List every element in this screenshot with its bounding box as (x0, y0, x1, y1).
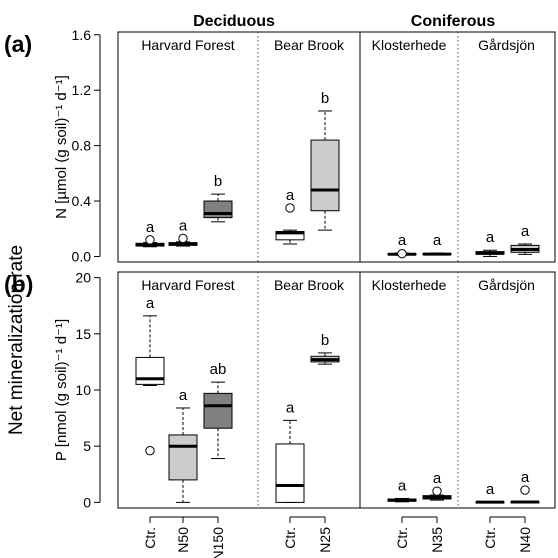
header-deciduous: Deciduous (193, 13, 275, 30)
outlier-point (285, 203, 295, 213)
panel-frame (117, 271, 556, 509)
site-label: Klosterhede (372, 277, 447, 293)
site-label: Harvard Forest (141, 277, 234, 293)
significance-letter: a (286, 399, 295, 416)
outlier-point (520, 485, 530, 495)
significance-letter: a (486, 481, 495, 498)
significance-letter: a (146, 295, 155, 312)
box-ctr: a (387, 477, 417, 503)
site-label: Klosterhede (372, 37, 447, 53)
box-ctr: a (475, 229, 505, 257)
y-tick-label: 0 (83, 494, 91, 510)
outlier-point (397, 248, 407, 259)
box-ctr: a (387, 232, 417, 259)
outlier-point (432, 486, 442, 496)
outlier-point (145, 235, 155, 245)
x-tick-label: N50 (175, 527, 191, 553)
x-axis: Ctr. N50 N150 Ctr. N25 Ctr. N35 Ctr. N40 (142, 516, 533, 558)
box-iqr (275, 443, 305, 503)
box-iqr (203, 392, 233, 429)
y-tick-label: 5 (83, 438, 91, 454)
box-ctr: a (275, 187, 305, 245)
box-n50: a (168, 387, 198, 503)
x-tick-label: N35 (429, 527, 445, 553)
significance-letter: b (214, 173, 222, 190)
x-tick-label: Ctr. (142, 527, 158, 549)
box-ctr: a (135, 219, 165, 248)
y-tick-label: 20 (75, 270, 91, 286)
site-label: Gårdsjön (478, 277, 535, 293)
outlier-point (145, 445, 155, 456)
box-n150: b (203, 173, 233, 223)
box-n35: a (422, 232, 452, 256)
panel-label: (a) (4, 31, 32, 57)
significance-letter: b (321, 332, 329, 349)
y-tick-label: 0.0 (72, 248, 92, 264)
panel-label: (b) (4, 271, 33, 297)
significance-letter: a (433, 232, 442, 249)
y-axis-label: P [nmol (g soil)⁻¹ d⁻¹] (53, 319, 70, 461)
header-coniferous: Coniferous (411, 13, 496, 30)
box-ctr: a (475, 481, 505, 504)
box-n40: a (510, 469, 540, 504)
y-tick-label: 1.2 (72, 82, 92, 98)
y-axis-label: N [µmol (g soil)⁻¹ d⁻¹] (53, 75, 70, 219)
box-n25: b (310, 90, 340, 231)
significance-letter: ab (210, 361, 227, 378)
significance-letter: a (433, 470, 442, 487)
box-n35: a (422, 470, 452, 501)
x-tick-label: Ctr. (394, 527, 410, 549)
significance-letter: a (398, 232, 407, 249)
outlier-point (178, 233, 188, 244)
y-axis-title: Net mineralization rate (6, 245, 27, 435)
site-label: Gårdsjön (478, 37, 535, 53)
significance-letter: a (179, 387, 188, 404)
significance-letter: a (521, 469, 530, 486)
box-n50: a (168, 217, 198, 247)
significance-letter: a (146, 219, 155, 236)
y-tick-label: 0.8 (72, 138, 92, 154)
x-tick-label: Ctr. (482, 527, 498, 549)
box-n25: b (310, 332, 340, 365)
box-ctr: a (135, 295, 165, 456)
box-n40: a (510, 223, 540, 255)
panel-frame (117, 31, 556, 263)
box-iqr (168, 434, 198, 481)
significance-letter: b (321, 90, 329, 107)
significance-letter: a (286, 187, 295, 204)
y-tick-label: 0.4 (72, 193, 92, 209)
x-tick-label: N40 (517, 527, 533, 553)
significance-letter: a (179, 217, 188, 234)
significance-letter: a (521, 223, 530, 240)
box-ctr: a (275, 399, 305, 503)
y-tick-label: 10 (75, 382, 91, 398)
significance-letter: a (486, 229, 495, 246)
y-tick-label: 15 (75, 326, 91, 342)
box-n150: ab (203, 361, 233, 460)
x-tick-label: Ctr. (282, 527, 298, 549)
x-tick-label: N25 (317, 527, 333, 553)
x-tick-label: N150 (210, 527, 226, 558)
box-iqr (203, 200, 233, 219)
box-iqr (135, 356, 165, 385)
y-tick-label: 1.6 (72, 27, 92, 43)
site-label: Bear Brook (274, 37, 345, 53)
box-iqr (310, 139, 340, 212)
significance-letter: a (398, 477, 407, 494)
site-label: Bear Brook (274, 277, 345, 293)
site-label: Harvard Forest (141, 37, 234, 53)
